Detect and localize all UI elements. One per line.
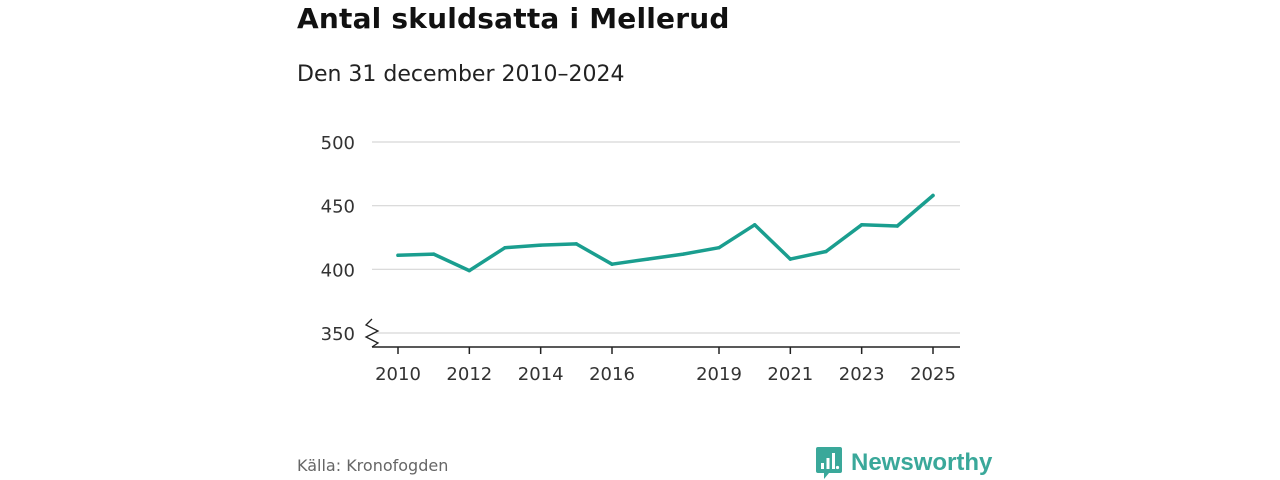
newsworthy-logo-icon — [816, 447, 842, 479]
x-tick-labels: 2010 2012 2014 2016 2019 2021 2023 2025 — [375, 364, 956, 385]
y-tick-label-350: 350 — [321, 324, 355, 345]
data-point-2018 — [681, 252, 686, 256]
x-tick-label-2021: 2021 — [767, 364, 813, 385]
data-point-2020 — [752, 223, 757, 227]
brand-logo[interactable]: Newsworthy — [815, 446, 992, 480]
series — [396, 193, 935, 273]
x-tick-label-2023: 2023 — [839, 364, 885, 385]
axes — [364, 318, 960, 354]
data-point-2014 — [538, 243, 543, 247]
data-point-2010 — [396, 253, 400, 258]
data-point-2019 — [717, 245, 721, 250]
line-chart: 350 400 450 500 2010 2012 2014 2016 2019 2021 202… — [321, 133, 960, 385]
x-tick-label-2019: 2019 — [696, 364, 742, 385]
data-point-2025 — [931, 193, 935, 198]
data-point-2024 — [895, 224, 900, 228]
y-tick-label-450: 450 — [321, 197, 355, 218]
data-point-2013 — [503, 245, 507, 250]
data-point-2021 — [788, 257, 793, 261]
x-tick-label-2016: 2016 — [589, 364, 635, 385]
data-point-2017 — [645, 257, 650, 261]
chart-title: Antal skuldsatta i Mellerud — [297, 2, 730, 35]
gridlines — [372, 141, 960, 334]
y-tick-label-400: 400 — [321, 260, 355, 281]
data-point-2023 — [859, 223, 864, 227]
source-note: Källa: Kronofogden — [297, 456, 449, 475]
x-tick-label-2014: 2014 — [518, 364, 564, 385]
data-point-2011 — [431, 252, 436, 256]
x-tick-label-2010: 2010 — [375, 364, 421, 385]
x-tick-label-2025: 2025 — [910, 364, 956, 385]
data-point-2015 — [574, 242, 579, 246]
y-tick-label-500: 500 — [321, 133, 355, 154]
data-point-2012 — [467, 268, 472, 273]
brand-name: Newsworthy — [851, 449, 993, 476]
y-tick-labels: 350 400 450 500 — [321, 133, 355, 345]
series-line-0 — [396, 193, 935, 273]
data-point-2016 — [610, 262, 614, 266]
axis-break-icon — [364, 318, 380, 348]
x-tick-label-2012: 2012 — [446, 364, 492, 385]
data-point-2022 — [824, 249, 828, 254]
chart-subtitle: Den 31 december 2010–2024 — [297, 62, 625, 87]
